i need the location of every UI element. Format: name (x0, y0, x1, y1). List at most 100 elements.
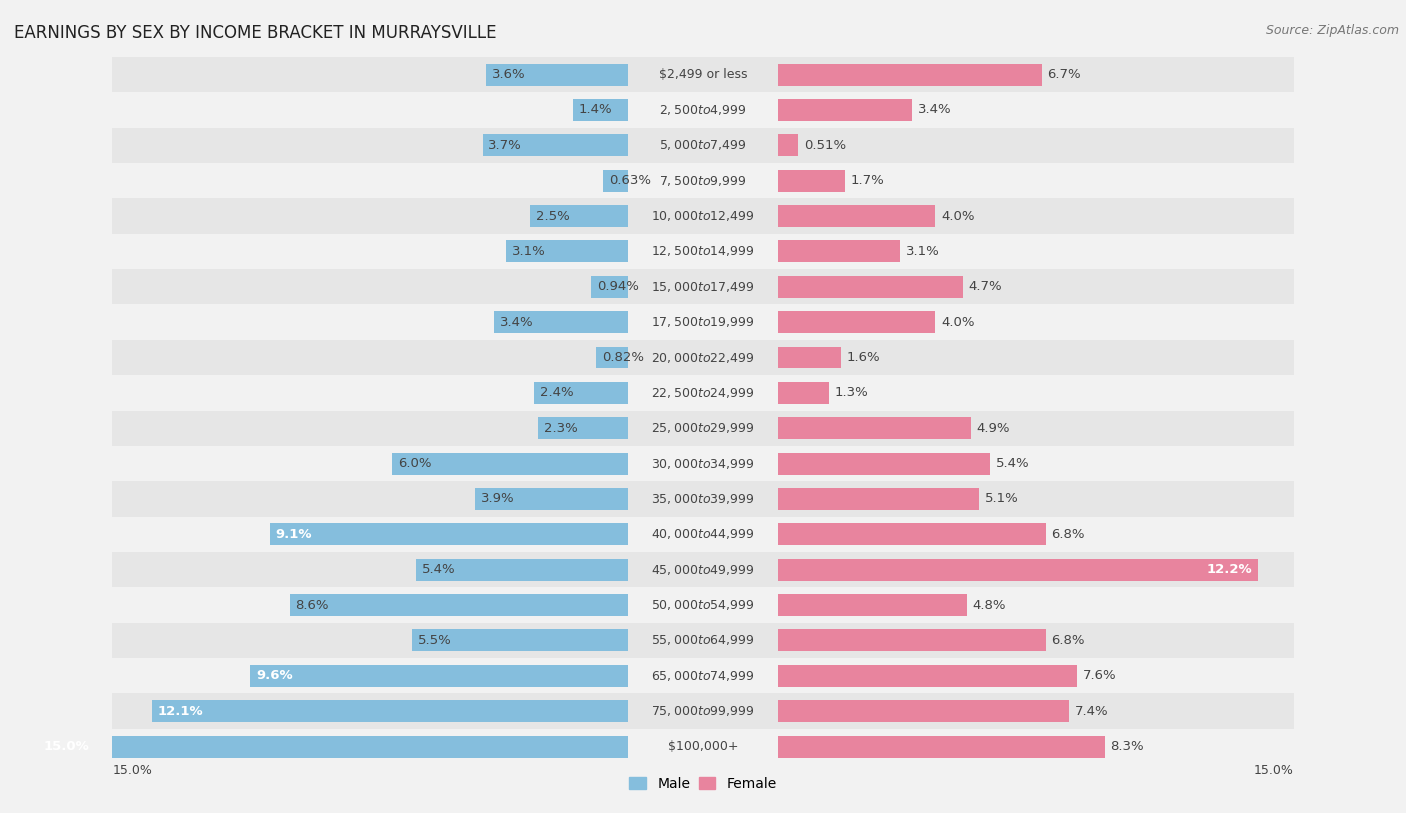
Bar (778, 665, 1077, 687)
Bar (778, 241, 900, 263)
Bar (112, 128, 1294, 163)
Bar (778, 63, 1042, 85)
Text: 4.0%: 4.0% (941, 315, 974, 328)
Text: 4.9%: 4.9% (977, 422, 1010, 435)
Text: 15.0%: 15.0% (1254, 764, 1294, 777)
Text: 12.2%: 12.2% (1206, 563, 1253, 576)
Text: EARNINGS BY SEX BY INCOME BRACKET IN MURRAYSVILLE: EARNINGS BY SEX BY INCOME BRACKET IN MUR… (14, 24, 496, 42)
Text: 0.94%: 0.94% (598, 280, 638, 293)
Bar (537, 417, 628, 439)
Text: 0.82%: 0.82% (602, 351, 644, 364)
Text: $10,000 to $12,499: $10,000 to $12,499 (651, 209, 755, 223)
Text: 7.6%: 7.6% (1083, 669, 1116, 682)
Bar (392, 453, 628, 475)
Bar (603, 170, 628, 192)
Text: 2.4%: 2.4% (540, 386, 574, 399)
Bar (778, 488, 979, 510)
Bar (112, 233, 1294, 269)
Legend: Male, Female: Male, Female (624, 771, 782, 796)
Bar (112, 517, 1294, 552)
Text: 0.63%: 0.63% (609, 174, 651, 187)
Text: 15.0%: 15.0% (44, 740, 90, 753)
Bar (112, 269, 1294, 304)
Bar (250, 665, 628, 687)
Bar (112, 411, 1294, 446)
Bar (475, 488, 628, 510)
Text: 1.4%: 1.4% (579, 103, 613, 116)
Bar (495, 311, 628, 333)
Bar (778, 205, 935, 227)
Text: $55,000 to $64,999: $55,000 to $64,999 (651, 633, 755, 647)
Bar (290, 594, 628, 616)
Bar (152, 700, 628, 722)
Text: 5.4%: 5.4% (997, 457, 1031, 470)
Bar (778, 99, 911, 121)
Text: $12,500 to $14,999: $12,500 to $14,999 (651, 245, 755, 259)
Bar (778, 382, 830, 404)
Text: 9.6%: 9.6% (256, 669, 292, 682)
Bar (778, 346, 841, 368)
Bar (482, 134, 628, 156)
Text: 8.6%: 8.6% (295, 598, 329, 611)
Text: $7,500 to $9,999: $7,500 to $9,999 (659, 174, 747, 188)
Text: 6.0%: 6.0% (398, 457, 432, 470)
Bar (112, 376, 1294, 411)
Text: 1.7%: 1.7% (851, 174, 884, 187)
Text: 1.6%: 1.6% (846, 351, 880, 364)
Text: 3.4%: 3.4% (501, 315, 534, 328)
Text: 4.0%: 4.0% (941, 210, 974, 223)
Text: 4.7%: 4.7% (969, 280, 1002, 293)
Bar (112, 163, 1294, 198)
Text: $30,000 to $34,999: $30,000 to $34,999 (651, 457, 755, 471)
Bar (38, 736, 628, 758)
Text: $20,000 to $22,499: $20,000 to $22,499 (651, 350, 755, 364)
Bar (778, 524, 1046, 546)
Text: 3.4%: 3.4% (918, 103, 952, 116)
Text: 6.8%: 6.8% (1052, 528, 1085, 541)
Text: $75,000 to $99,999: $75,000 to $99,999 (651, 704, 755, 718)
Text: $100,000+: $100,000+ (668, 740, 738, 753)
Text: $45,000 to $49,999: $45,000 to $49,999 (651, 563, 755, 576)
Bar (112, 552, 1294, 587)
Bar (591, 276, 628, 298)
Bar (112, 304, 1294, 340)
Bar (574, 99, 628, 121)
Text: 5.1%: 5.1% (984, 493, 1018, 506)
Bar (778, 559, 1258, 580)
Bar (112, 623, 1294, 659)
Bar (778, 700, 1069, 722)
Text: $40,000 to $44,999: $40,000 to $44,999 (651, 528, 755, 541)
Bar (112, 446, 1294, 481)
Text: $65,000 to $74,999: $65,000 to $74,999 (651, 669, 755, 683)
Text: 3.7%: 3.7% (488, 139, 522, 152)
Text: $25,000 to $29,999: $25,000 to $29,999 (651, 421, 755, 435)
Bar (112, 340, 1294, 375)
Text: 5.5%: 5.5% (418, 634, 451, 647)
Bar (778, 311, 935, 333)
Bar (778, 134, 797, 156)
Text: 8.3%: 8.3% (1111, 740, 1144, 753)
Bar (778, 453, 990, 475)
Text: $15,000 to $17,499: $15,000 to $17,499 (651, 280, 755, 293)
Bar (778, 594, 967, 616)
Text: 4.8%: 4.8% (973, 598, 1007, 611)
Text: 3.1%: 3.1% (512, 245, 546, 258)
Text: 5.4%: 5.4% (422, 563, 456, 576)
Bar (112, 587, 1294, 623)
Bar (112, 659, 1294, 693)
Bar (486, 63, 628, 85)
Text: 1.3%: 1.3% (835, 386, 869, 399)
Bar (112, 693, 1294, 729)
Bar (112, 198, 1294, 234)
Text: $50,000 to $54,999: $50,000 to $54,999 (651, 598, 755, 612)
Text: 12.1%: 12.1% (157, 705, 204, 718)
Bar (112, 481, 1294, 517)
Bar (416, 559, 628, 580)
Bar (778, 276, 963, 298)
Text: $22,500 to $24,999: $22,500 to $24,999 (651, 386, 755, 400)
Text: 7.4%: 7.4% (1076, 705, 1109, 718)
Bar (112, 57, 1294, 92)
Bar (530, 205, 628, 227)
Bar (112, 729, 1294, 764)
Bar (778, 170, 845, 192)
